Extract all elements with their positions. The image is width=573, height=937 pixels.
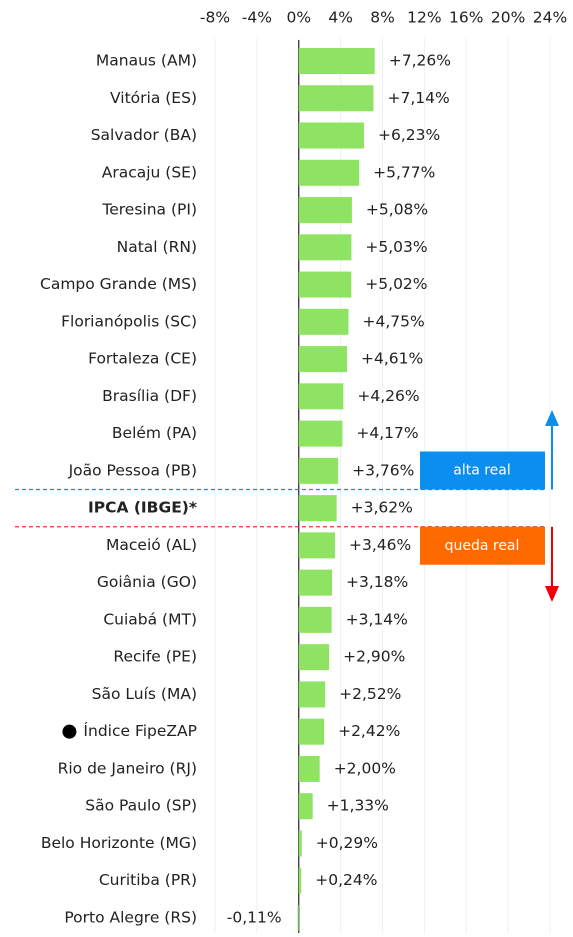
category-label: Belém (PA) bbox=[112, 424, 197, 442]
category-label: Natal (RN) bbox=[117, 238, 197, 256]
category-label: Curitiba (PR) bbox=[99, 871, 197, 889]
bar bbox=[298, 644, 330, 671]
x-tick-label: 24% bbox=[533, 9, 567, 27]
x-tick-label: 16% bbox=[449, 9, 483, 27]
x-tick-label: 4% bbox=[328, 9, 353, 27]
category-label: Porto Alegre (RS) bbox=[64, 908, 197, 926]
category-label: Goiânia (GO) bbox=[97, 573, 197, 591]
category-label: Manaus (AM) bbox=[96, 52, 197, 70]
bar bbox=[298, 793, 313, 820]
bar bbox=[298, 457, 339, 484]
value-label: +4,75% bbox=[362, 312, 424, 330]
bar bbox=[298, 85, 374, 112]
x-tick-label: -4% bbox=[242, 9, 272, 27]
category-label: Maceió (AL) bbox=[106, 536, 197, 554]
x-tick-label: 8% bbox=[370, 9, 395, 27]
bar bbox=[298, 48, 375, 74]
category-label: IPCA (IBGE)* bbox=[88, 499, 197, 517]
value-label: +1,33% bbox=[327, 797, 389, 815]
value-label: +2,42% bbox=[338, 722, 400, 740]
annotation-label: queda real bbox=[445, 538, 520, 554]
value-label: +5,08% bbox=[366, 201, 428, 219]
bar bbox=[298, 420, 343, 447]
bar bbox=[298, 681, 326, 708]
value-label: +3,46% bbox=[349, 536, 411, 554]
category-label: Recife (PE) bbox=[113, 648, 197, 666]
x-tick-label: 12% bbox=[407, 9, 441, 27]
bar bbox=[298, 755, 320, 782]
bar bbox=[298, 159, 360, 186]
bar bbox=[298, 346, 348, 373]
category-label: Teresina (PI) bbox=[101, 201, 197, 219]
bar bbox=[298, 308, 349, 335]
category-label: São Luís (MA) bbox=[92, 685, 197, 703]
category-label: Campo Grande (MS) bbox=[40, 275, 197, 293]
category-label: João Pessoa (PB) bbox=[68, 461, 197, 479]
bar bbox=[298, 718, 325, 745]
annotation-label: alta real bbox=[453, 462, 511, 478]
category-label: Florianópolis (SC) bbox=[61, 312, 197, 330]
bar bbox=[298, 867, 302, 894]
value-label: +2,00% bbox=[334, 759, 396, 777]
x-tick-label: 20% bbox=[491, 9, 525, 27]
value-label: +0,24% bbox=[315, 871, 377, 889]
category-label: Salvador (BA) bbox=[91, 126, 197, 144]
value-label: +3,62% bbox=[351, 499, 413, 517]
bar bbox=[297, 904, 299, 931]
value-label: +0,29% bbox=[316, 834, 378, 852]
marker-dot bbox=[62, 724, 77, 739]
value-label: +5,77% bbox=[373, 163, 435, 181]
arrow-head bbox=[545, 586, 559, 602]
value-label: +3,14% bbox=[346, 610, 408, 628]
bar bbox=[298, 532, 335, 559]
arrow-head bbox=[545, 410, 559, 426]
value-label: +7,26% bbox=[389, 52, 451, 70]
category-label: Cuiabá (MT) bbox=[103, 610, 197, 628]
category-label: São Paulo (SP) bbox=[85, 797, 197, 815]
value-label: +2,90% bbox=[343, 648, 405, 666]
value-label: +4,17% bbox=[356, 424, 418, 442]
annotation-box bbox=[420, 451, 545, 490]
bar bbox=[298, 234, 352, 261]
value-label: +7,14% bbox=[387, 89, 449, 107]
value-label: +5,03% bbox=[365, 238, 427, 256]
category-label: Vitória (ES) bbox=[110, 89, 197, 107]
value-label: +3,18% bbox=[346, 573, 408, 591]
bar bbox=[298, 606, 332, 633]
value-label: +6,23% bbox=[378, 126, 440, 144]
value-label: +2,52% bbox=[339, 685, 401, 703]
category-label: Índice FipeZAP bbox=[83, 721, 197, 740]
category-label: Belo Horizonte (MG) bbox=[41, 834, 197, 852]
x-tick-label: 0% bbox=[286, 9, 311, 27]
value-label: +4,61% bbox=[361, 350, 423, 368]
bar bbox=[298, 271, 352, 298]
category-label: Brasília (DF) bbox=[102, 387, 197, 405]
category-label: Rio de Janeiro (RJ) bbox=[58, 759, 197, 777]
bar bbox=[298, 383, 344, 410]
value-label: +3,76% bbox=[352, 461, 414, 479]
bar bbox=[298, 122, 364, 149]
value-label: -0,11% bbox=[227, 908, 282, 926]
bar bbox=[298, 569, 333, 596]
value-label: +4,26% bbox=[357, 387, 419, 405]
bar bbox=[298, 830, 302, 857]
annotation-box bbox=[420, 526, 545, 565]
x-tick-label: -8% bbox=[200, 9, 230, 27]
category-label: Fortaleza (CE) bbox=[88, 350, 197, 368]
bar bbox=[298, 495, 337, 522]
value-label: +5,02% bbox=[365, 275, 427, 293]
category-label: Aracaju (SE) bbox=[102, 163, 197, 181]
bar bbox=[298, 197, 352, 224]
